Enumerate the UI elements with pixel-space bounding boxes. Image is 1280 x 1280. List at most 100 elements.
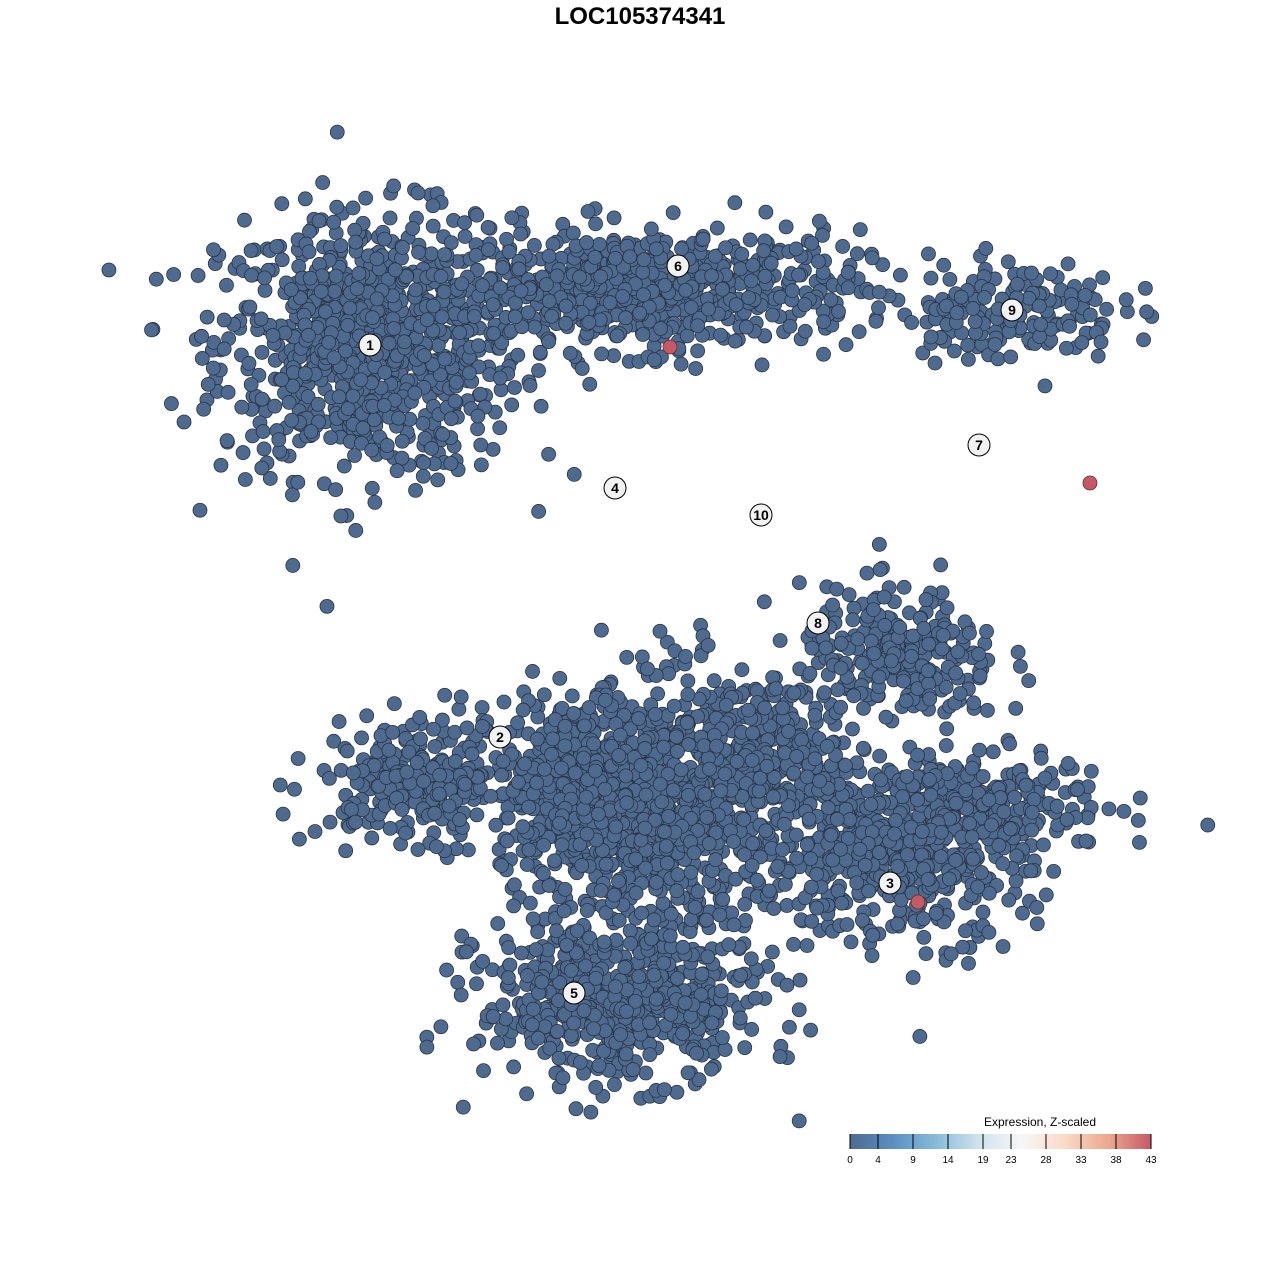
data-point <box>253 311 269 327</box>
data-point <box>807 707 823 723</box>
data-point <box>333 508 349 524</box>
data-point <box>274 372 289 387</box>
data-point <box>469 976 484 992</box>
data-point <box>804 640 820 656</box>
data-point <box>287 781 302 797</box>
data-point <box>407 385 423 401</box>
data-point <box>611 913 627 928</box>
data-point <box>598 856 614 872</box>
data-point <box>555 1070 571 1086</box>
data-point <box>619 649 635 665</box>
data-point <box>394 802 410 817</box>
data-point <box>200 376 216 392</box>
data-point <box>851 324 867 340</box>
data-point <box>581 314 597 330</box>
data-point <box>587 249 603 265</box>
data-point <box>846 688 862 704</box>
data-point <box>333 238 349 253</box>
data-point <box>757 700 773 716</box>
data-point <box>635 264 651 280</box>
data-point <box>322 814 338 830</box>
data-point <box>896 673 911 689</box>
data-point <box>868 313 884 329</box>
data-point <box>962 625 977 641</box>
data-point <box>480 242 496 258</box>
data-point <box>457 229 473 244</box>
data-point <box>818 640 834 656</box>
data-point <box>1018 777 1034 793</box>
data-point <box>427 739 443 754</box>
data-point <box>652 623 668 639</box>
data-point <box>972 668 988 684</box>
data-point <box>533 398 549 414</box>
data-point <box>593 883 609 898</box>
data-point <box>745 725 760 741</box>
data-point <box>958 923 973 939</box>
data-point <box>823 292 839 308</box>
data-point <box>960 351 976 367</box>
data-point <box>530 1030 546 1046</box>
data-point <box>622 923 638 939</box>
data-point <box>267 398 283 414</box>
data-point <box>854 655 870 671</box>
data-point <box>319 598 335 614</box>
data-point <box>243 377 259 392</box>
data-point <box>394 450 410 466</box>
data-point <box>912 1029 928 1044</box>
data-point <box>281 395 297 410</box>
data-point <box>244 267 259 283</box>
data-point <box>810 254 826 269</box>
data-point <box>459 720 475 736</box>
data-point <box>816 346 831 362</box>
data-point <box>431 786 447 802</box>
data-point <box>904 315 919 330</box>
data-point <box>995 856 1011 872</box>
data-point <box>554 760 569 776</box>
data-point <box>900 847 915 863</box>
data-point <box>300 327 316 343</box>
data-point <box>1139 304 1154 320</box>
data-point <box>871 284 887 300</box>
data-point <box>675 939 691 955</box>
data-point <box>377 365 393 380</box>
data-point <box>567 765 583 781</box>
data-point <box>433 269 449 284</box>
data-point <box>475 278 490 294</box>
data-point <box>395 240 410 255</box>
data-point <box>495 753 511 769</box>
data-point <box>875 257 891 273</box>
data-point <box>432 367 448 383</box>
data-point <box>1077 287 1093 303</box>
data-point <box>506 898 522 914</box>
points-layer <box>101 124 1216 1129</box>
data-point <box>557 881 573 897</box>
data-point <box>525 1001 541 1017</box>
data-point <box>475 954 491 969</box>
data-point <box>669 1084 685 1100</box>
data-point <box>966 695 982 711</box>
data-point <box>272 777 288 793</box>
data-point <box>625 1062 641 1077</box>
data-point <box>965 301 981 316</box>
data-point <box>1008 700 1024 716</box>
data-point <box>235 445 251 460</box>
data-point <box>359 708 375 724</box>
data-point <box>387 262 403 278</box>
data-point <box>856 700 871 716</box>
data-point <box>738 319 754 335</box>
data-point <box>206 242 221 258</box>
data-point <box>425 218 441 234</box>
data-point <box>382 820 398 836</box>
data-point <box>678 282 693 298</box>
data-point <box>656 955 672 971</box>
data-point <box>934 641 950 657</box>
data-point <box>842 812 858 827</box>
data-point <box>958 783 974 798</box>
data-point <box>455 1099 471 1115</box>
data-point <box>618 1046 634 1062</box>
data-point <box>326 214 342 230</box>
data-point <box>1083 763 1099 779</box>
data-point <box>520 305 536 321</box>
data-point <box>530 924 546 940</box>
